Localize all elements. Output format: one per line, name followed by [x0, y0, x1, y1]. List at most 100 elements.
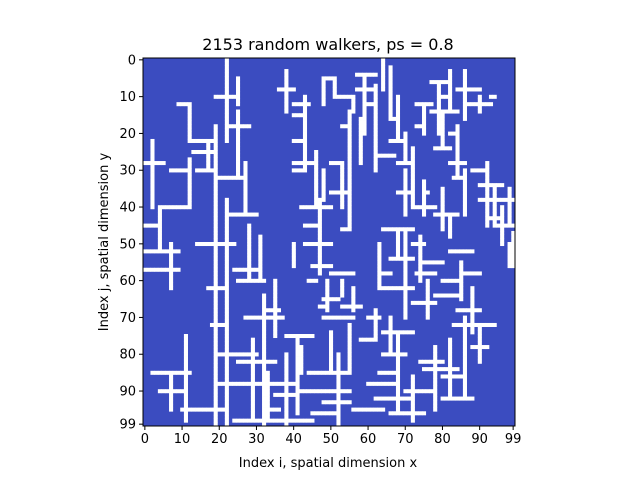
y-tick-label: 20: [119, 127, 136, 142]
occupied-cell: [325, 76, 330, 81]
occupied-cell: [157, 205, 162, 210]
occupied-cell: [474, 345, 479, 350]
occupied-cell: [485, 172, 490, 177]
occupied-cell: [302, 389, 308, 394]
occupied-cell: [403, 150, 408, 155]
occupied-cell: [295, 370, 300, 375]
occupied-cell: [321, 194, 326, 199]
occupied-cell: [306, 242, 311, 247]
occupied-cell: [373, 146, 378, 151]
occupied-cell: [213, 157, 218, 162]
occupied-cell: [236, 161, 241, 166]
occupied-cell: [340, 183, 345, 188]
occupied-cell: [265, 308, 270, 313]
occupied-cell: [187, 190, 192, 195]
occupied-cell: [284, 396, 289, 401]
occupied-cell: [191, 150, 196, 155]
occupied-cell: [373, 322, 378, 327]
occupied-cell: [448, 396, 453, 401]
occupied-cell: [176, 168, 181, 173]
occupied-cell: [355, 304, 360, 309]
occupied-cell: [462, 116, 467, 121]
occupied-cell: [403, 135, 408, 140]
occupied-cell: [403, 311, 408, 316]
occupied-cell: [321, 315, 326, 320]
occupied-cell: [466, 249, 471, 254]
occupied-cell: [329, 367, 334, 372]
occupied-cell: [336, 403, 341, 408]
occupied-cell: [217, 175, 222, 180]
occupied-cell: [150, 138, 155, 143]
occupied-cell: [462, 363, 467, 368]
occupied-cell: [392, 396, 397, 401]
occupied-cell: [477, 197, 482, 202]
occupied-cell: [332, 80, 337, 85]
occupied-cell: [373, 142, 378, 147]
occupied-cell: [440, 201, 445, 206]
occupied-cell: [477, 345, 482, 350]
occupied-cell: [332, 370, 337, 375]
occupied-cell: [455, 212, 460, 217]
occupied-cell: [273, 330, 278, 335]
occupied-cell: [418, 300, 423, 305]
occupied-cell: [269, 315, 274, 320]
occupied-cell: [433, 352, 438, 357]
occupied-cell: [258, 234, 263, 239]
occupied-cell: [448, 72, 453, 77]
occupied-cell: [388, 138, 393, 143]
occupied-cell: [351, 300, 356, 305]
occupied-cell: [455, 142, 460, 147]
occupied-cell: [410, 205, 415, 210]
occupied-cell: [232, 212, 237, 217]
occupied-cell: [213, 135, 218, 140]
occupied-cell: [202, 242, 207, 247]
occupied-cell: [258, 249, 263, 254]
occupied-cell: [336, 385, 341, 390]
occupied-cell: [388, 271, 393, 276]
occupied-cell: [455, 322, 460, 327]
occupied-cell: [157, 227, 162, 232]
occupied-cell: [213, 183, 218, 188]
occupied-cell: [455, 249, 460, 254]
occupied-cell: [321, 400, 326, 405]
occupied-cell: [154, 161, 159, 166]
occupied-cell: [448, 227, 453, 232]
occupied-cell: [347, 356, 352, 361]
occupied-cell: [284, 385, 289, 390]
occupied-cell: [321, 411, 326, 416]
occupied-cell: [448, 359, 453, 364]
occupied-cell: [422, 260, 427, 265]
occupied-cell: [477, 352, 482, 357]
occupied-cell: [295, 374, 300, 379]
occupied-cell: [165, 205, 170, 210]
occupied-cell: [340, 164, 345, 169]
occupied-cell: [247, 249, 252, 254]
occupied-cell: [340, 282, 345, 287]
occupied-cell: [343, 124, 348, 129]
occupied-cell: [157, 208, 162, 213]
occupied-cell: [187, 194, 192, 199]
occupied-cell: [172, 370, 177, 375]
occupied-cell: [395, 370, 401, 375]
occupied-cell: [440, 227, 445, 232]
occupied-cell: [433, 80, 438, 85]
occupied-cell: [418, 275, 423, 280]
occupied-cell: [418, 267, 423, 272]
occupied-cell: [243, 197, 248, 202]
occupied-cell: [213, 319, 218, 324]
occupied-cell: [425, 311, 430, 316]
occupied-cell: [224, 87, 229, 92]
occupied-cell: [332, 271, 337, 276]
occupied-cell: [262, 407, 267, 412]
occupied-cell: [511, 234, 516, 239]
occupied-cell: [247, 242, 252, 247]
occupied-cell: [317, 238, 322, 243]
occupied-cell: [262, 326, 267, 331]
occupied-cell: [254, 315, 259, 320]
occupied-cell: [247, 352, 252, 357]
occupied-cell: [388, 330, 393, 335]
occupied-cell: [187, 131, 192, 136]
occupied-cell: [362, 116, 367, 121]
occupied-cell: [425, 367, 430, 372]
occupied-cell: [247, 267, 252, 272]
